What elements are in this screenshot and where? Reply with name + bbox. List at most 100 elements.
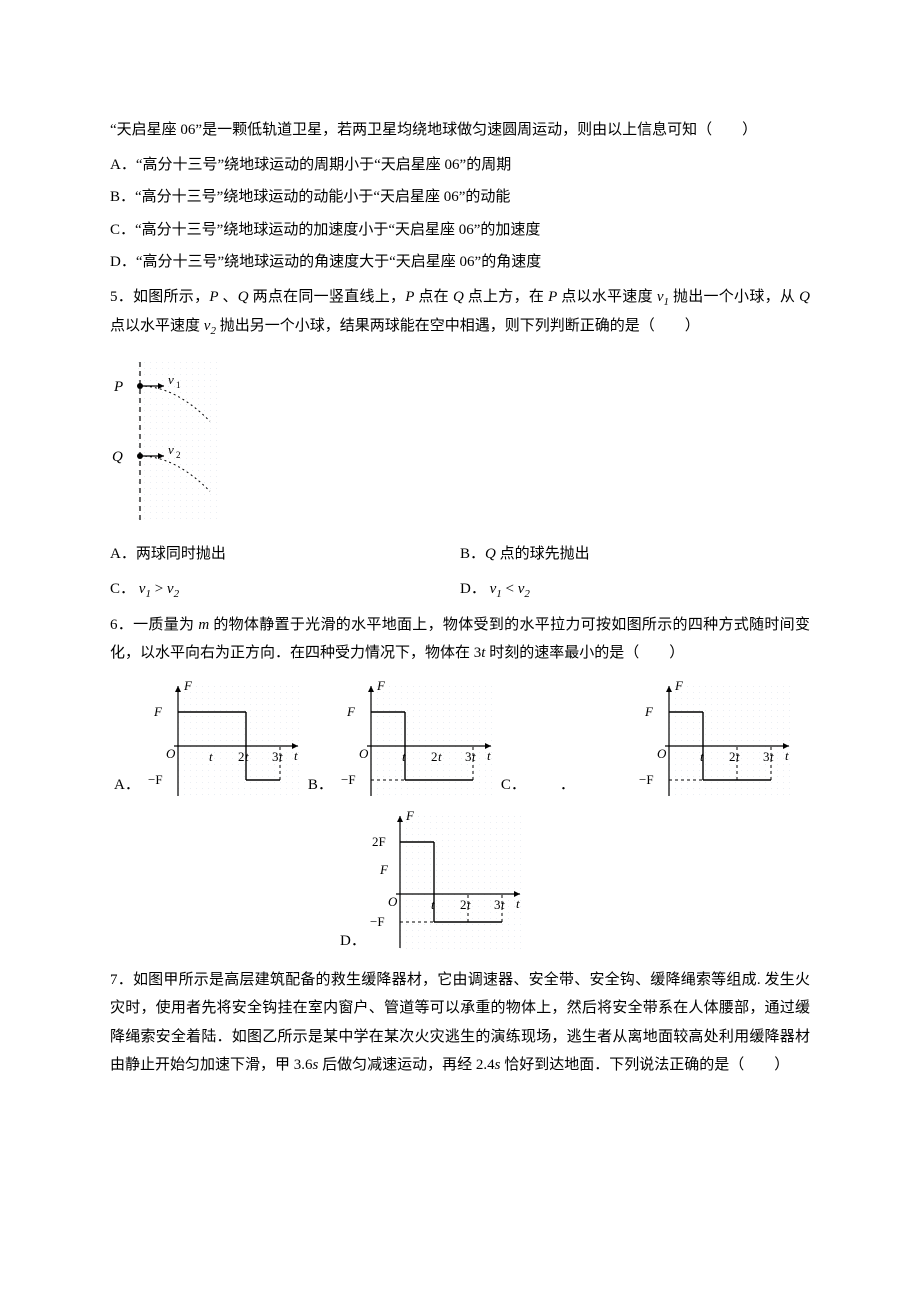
q6-graph-d: FtO2FF−Ft2t3t xyxy=(366,806,526,956)
q5-d-v2: v2 xyxy=(518,581,530,597)
q5-v1: v1 xyxy=(657,289,669,305)
q4-option-c: C．“高分十三号”绕地球运动的加速度小于“天启星座 06”的加速度 xyxy=(110,216,810,245)
q6-graph-a: FtOt2t3tF−F xyxy=(144,674,304,804)
q5-Q3: Q xyxy=(799,289,810,305)
q5-text-h: 点以水平速度 xyxy=(110,318,204,334)
svg-text:O: O xyxy=(166,746,176,761)
q7-t2: 2.4s xyxy=(476,1057,501,1073)
q5-P2: P xyxy=(405,289,414,305)
svg-text:−F: −F xyxy=(370,914,385,929)
svg-text:2: 2 xyxy=(238,749,245,764)
q5-option-c: C． v1 > v2 xyxy=(110,575,460,605)
svg-text:F: F xyxy=(644,704,654,719)
svg-text:t: t xyxy=(785,748,789,763)
q4-option-b: B．“高分十三号”绕地球运动的动能小于“天启星座 06”的动能 xyxy=(110,183,810,212)
q6-num: 6． xyxy=(110,617,133,633)
q6-text-a: 一质量为 xyxy=(133,617,198,633)
svg-text:3: 3 xyxy=(465,749,472,764)
q6-text-b: 的物体静置于光滑的水平地面上，物体受到的水平拉力可按如图所示的四种方式随时间变化… xyxy=(110,617,810,662)
q5-option-a: A．两球同时抛出 xyxy=(110,540,460,569)
svg-text:F: F xyxy=(379,862,389,877)
q5-b-post: 点的球先抛出 xyxy=(496,546,590,562)
q5-P3: P xyxy=(548,289,557,305)
q6-graph-c: FtOt2t3tF−F xyxy=(635,674,795,804)
q6-3t: 3t xyxy=(474,645,486,661)
svg-text:2: 2 xyxy=(176,450,181,460)
svg-text:t: t xyxy=(487,748,491,763)
q5-text-e: 点上方，在 xyxy=(464,289,548,305)
svg-text:2F: 2F xyxy=(372,834,386,849)
q6-label-a: A． xyxy=(110,771,144,804)
q5-d-rel: < xyxy=(502,581,518,597)
q5-P1: P xyxy=(209,289,218,305)
q5-c-v1: v1 xyxy=(139,581,151,597)
q6-stem: 6．一质量为 m 的物体静置于光滑的水平地面上，物体受到的水平拉力可按如图所示的… xyxy=(110,611,810,668)
svg-text:−F: −F xyxy=(341,772,356,787)
q6-label-b: B． xyxy=(304,771,337,804)
q5-figure: Pv1Qv2 xyxy=(110,356,810,526)
q5-text-b: 、 xyxy=(219,289,238,305)
svg-text:t: t xyxy=(516,896,520,911)
q5-c-v2: v2 xyxy=(167,581,179,597)
svg-text:v: v xyxy=(168,372,174,387)
svg-text:O: O xyxy=(388,894,398,909)
q7-text-c: 恰好到达地面．下列说法正确的是（ ） xyxy=(500,1057,789,1073)
q6-figures: A． FtOt2t3tF−F B． FtOt2t3tF−F C． ． FtOt2… xyxy=(110,674,810,804)
q5-options-row2: C． v1 > v2 D． v1 < v2 xyxy=(110,575,810,605)
q5-v2: v2 xyxy=(204,318,216,334)
q7-num: 7． xyxy=(110,972,133,988)
q5-option-b: B．Q 点的球先抛出 xyxy=(460,540,810,569)
q5-d-v1: v1 xyxy=(490,581,502,597)
svg-text:F: F xyxy=(183,678,193,693)
q5-text-i: 抛出另一个小球，结果两球能在空中相遇，则下列判断正确的是（ ） xyxy=(216,318,700,334)
svg-text:F: F xyxy=(346,704,356,719)
q6-c-dot: ． xyxy=(530,771,635,804)
svg-text:Q: Q xyxy=(112,449,123,465)
q4-option-d: D．“高分十三号”绕地球运动的角速度大于“天启星座 06”的角速度 xyxy=(110,248,810,277)
svg-text:v: v xyxy=(168,442,174,457)
q5-stem: 5．如图所示，P 、Q 两点在同一竖直线上，P 点在 Q 点上方，在 P 点以水… xyxy=(110,283,810,343)
q5-text-d: 点在 xyxy=(414,289,453,305)
q6-label-c: C． xyxy=(497,771,530,804)
svg-text:t: t xyxy=(294,748,298,763)
q5-text-g: 抛出一个小球，从 xyxy=(669,289,799,305)
q4-stem-continued: “天启星座 06”是一颗低轨道卫星，若两卫星均绕地球做匀速圆周运动，则由以上信息… xyxy=(110,116,810,145)
q5-option-d: D． v1 < v2 xyxy=(460,575,810,605)
svg-text:P: P xyxy=(113,379,123,395)
svg-text:F: F xyxy=(376,678,386,693)
q6-text-c: 时刻的速率最小的是（ ） xyxy=(485,645,684,661)
q5-Q1: Q xyxy=(238,289,249,305)
svg-text:3: 3 xyxy=(763,749,770,764)
q6-label-d: D． xyxy=(340,927,366,956)
svg-text:2: 2 xyxy=(431,749,438,764)
q5-Q2: Q xyxy=(453,289,464,305)
svg-text:O: O xyxy=(657,746,667,761)
svg-text:F: F xyxy=(153,704,163,719)
q4-option-a: A．“高分十三号”绕地球运动的周期小于“天启星座 06”的周期 xyxy=(110,151,810,180)
svg-text:3: 3 xyxy=(272,749,279,764)
svg-text:3: 3 xyxy=(494,897,501,912)
q5-num: 5． xyxy=(110,289,133,305)
q5-text-f: 点以水平速度 xyxy=(557,289,657,305)
q5-c-pre: C． xyxy=(110,581,135,597)
svg-text:−F: −F xyxy=(639,772,654,787)
svg-text:2: 2 xyxy=(729,749,736,764)
q6-figures-row2: D． FtO2FF−Ft2t3t xyxy=(110,806,810,956)
q5-b-Q: Q xyxy=(485,546,496,562)
q6-m: m xyxy=(198,617,209,633)
q5-d-pre: D． xyxy=(460,581,486,597)
q5-c-rel: > xyxy=(151,581,167,597)
q6-graph-b: FtOt2t3tF−F xyxy=(337,674,497,804)
svg-text:O: O xyxy=(359,746,369,761)
svg-text:F: F xyxy=(405,808,415,823)
q7-text-b: 后做匀减速运动，再经 xyxy=(318,1057,476,1073)
svg-text:−F: −F xyxy=(148,772,163,787)
q7-stem: 7．如图甲所示是高层建筑配备的救生缓降器材，它由调速器、安全带、安全钩、缓降绳索… xyxy=(110,966,810,1080)
q5-text-a: 如图所示， xyxy=(133,289,209,305)
svg-text:1: 1 xyxy=(176,380,181,390)
svg-text:t: t xyxy=(438,749,442,764)
svg-text:t: t xyxy=(209,749,213,764)
q5-text-c: 两点在同一竖直线上， xyxy=(249,289,406,305)
svg-text:F: F xyxy=(674,678,684,693)
q7-t1: 3.6s xyxy=(294,1057,319,1073)
